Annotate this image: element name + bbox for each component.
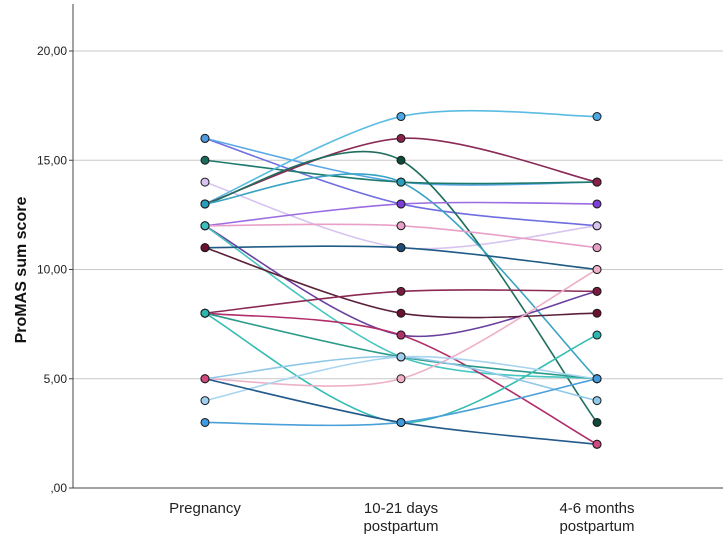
x-category-label-2: 4-6 months [559, 500, 634, 517]
point-23-2 [592, 374, 602, 384]
y-axis-title: ProMAS sum score [13, 197, 30, 344]
point-20-2 [592, 396, 602, 406]
series-line-22 [204, 377, 598, 446]
point-6-1 [396, 133, 406, 143]
point-5-2 [592, 112, 602, 122]
point-4-2 [592, 221, 602, 231]
x-category-label-1: 10-21 days [364, 500, 438, 517]
point-14-0 [200, 243, 210, 253]
x-category-label-2-line2: postpartum [559, 518, 634, 535]
point-23-0 [200, 417, 210, 427]
x-category-label-1-line2: postpartum [363, 518, 438, 535]
point-13-1 [396, 243, 406, 253]
point-14-1 [396, 308, 406, 318]
point-19-1 [396, 374, 406, 384]
point-8-0 [200, 199, 210, 209]
point-16-1 [396, 330, 406, 340]
point-18-0 [200, 308, 210, 318]
point-23-1 [396, 417, 406, 427]
x-category-label-0: Pregnancy [169, 500, 241, 517]
axes [72, 4, 723, 489]
y-tick-label-2: 10,00 [37, 263, 67, 277]
point-5-1 [396, 112, 406, 122]
point-15-1 [396, 286, 406, 296]
series-line-11 [204, 225, 598, 338]
point-19-2 [592, 265, 602, 274]
point-10-2 [592, 243, 602, 253]
series-line-6 [204, 137, 598, 205]
y-tick-label-3: 15,00 [37, 153, 67, 167]
point-9-2 [592, 199, 602, 209]
point-2-0 [200, 133, 210, 143]
y-tick-label-1: 5,00 [44, 372, 68, 386]
series-line-18 [204, 312, 598, 424]
point-3-0 [200, 155, 210, 165]
point-22-2 [592, 439, 602, 449]
point-21-1 [396, 352, 406, 362]
point-7-2 [592, 417, 602, 427]
point-10-1 [396, 221, 406, 231]
y-tick-label-4: 20,00 [37, 44, 67, 58]
series-line-7 [204, 150, 598, 423]
series-markers [200, 112, 602, 449]
point-12-0 [200, 221, 210, 231]
point-4-0 [200, 177, 210, 187]
point-6-2 [592, 177, 602, 187]
gridlines [73, 50, 723, 380]
point-7-1 [396, 155, 406, 165]
point-21-0 [200, 396, 210, 406]
point-18-2 [592, 330, 602, 340]
y-tick-label-0: ,00 [50, 481, 67, 495]
point-14-2 [592, 308, 602, 318]
point-9-1 [396, 199, 406, 209]
series-line-4 [204, 181, 598, 250]
y-tick-labels: ,00 5,00 10,00 15,00 20,00 [37, 44, 73, 495]
point-8-1 [396, 177, 406, 187]
point-22-0 [200, 374, 210, 384]
point-15-2 [592, 286, 602, 296]
